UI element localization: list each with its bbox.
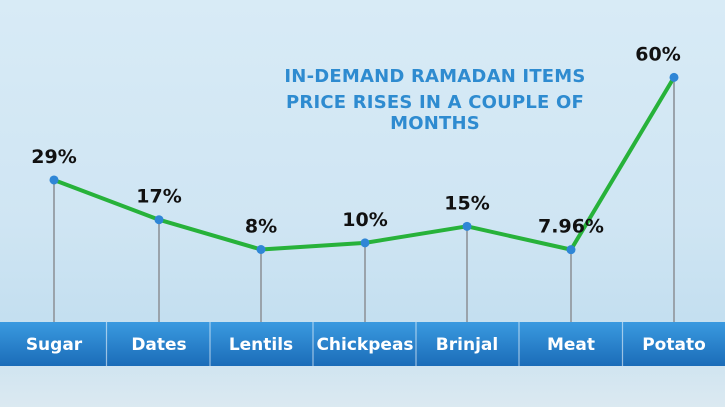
category-label-chickpeas: Chickpeas [316, 335, 413, 355]
data-point-brinjal [462, 221, 472, 231]
data-point-chickpeas [360, 238, 370, 248]
category-label-potato: Potato [642, 335, 706, 355]
chart-title-line-1: IN-DEMAND RAMADAN ITEMS [284, 66, 586, 87]
category-label-meat: Meat [547, 335, 595, 355]
value-label-brinjal: 15% [444, 192, 489, 214]
band-dividers [105, 322, 624, 366]
category-label-sugar: Sugar [26, 335, 83, 355]
value-labels: 29% 17% 8% 10% 15% 7.96% 60% [31, 43, 680, 237]
data-point-lentils [256, 245, 266, 254]
data-point-sugar [49, 175, 59, 185]
value-label-chickpeas: 10% [342, 209, 387, 231]
category-band [0, 322, 725, 366]
category-label-brinjal: Brinjal [436, 335, 498, 355]
category-label-lentils: Lentils [229, 335, 293, 355]
value-label-sugar: 29% [31, 146, 76, 168]
value-label-dates: 17% [136, 186, 181, 208]
data-point-dates [154, 215, 164, 225]
data-point-potato [669, 72, 679, 82]
data-point-meat [566, 245, 576, 255]
value-label-potato: 60% [635, 43, 680, 65]
value-label-lentils: 8% [245, 216, 277, 238]
value-label-meat: 7.96% [538, 216, 604, 238]
chart-title-line-2: PRICE RISES IN A COUPLE OF MONTHS [286, 92, 584, 134]
data-points [49, 72, 679, 255]
category-labels: Sugar Dates Lentils Chickpeas Brinjal Meat Pot… [26, 335, 706, 355]
stems [53, 77, 675, 322]
category-label-dates: Dates [131, 335, 186, 355]
